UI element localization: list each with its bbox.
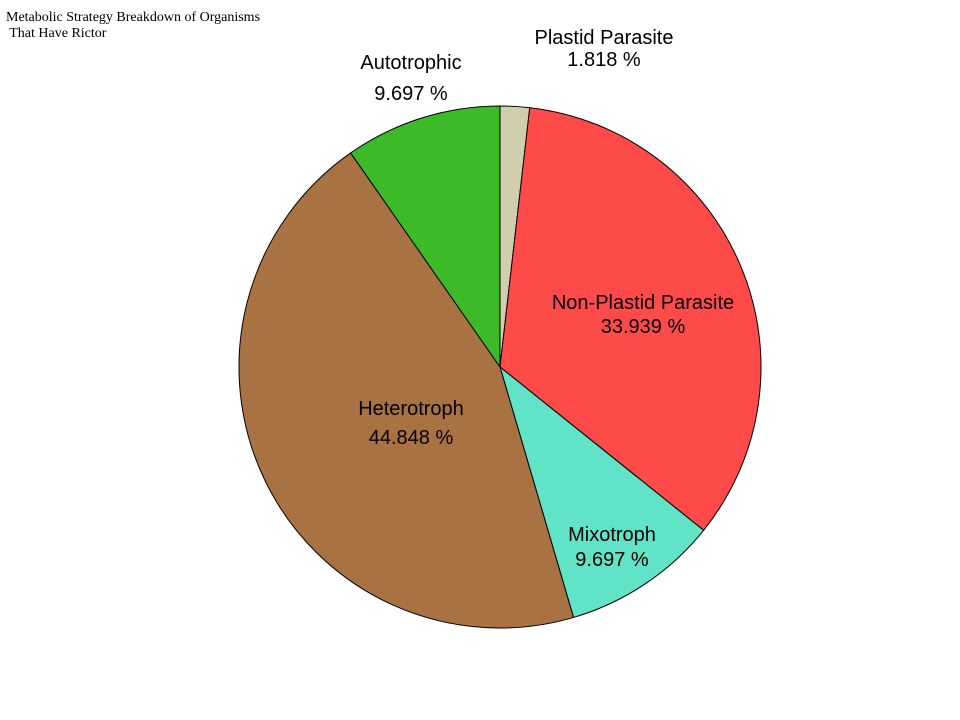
slice-label-non-plastid-parasite: Non-Plastid Parasite [552, 292, 734, 314]
slice-percent-mixotroph: 9.697 % [575, 549, 649, 571]
pie-slice-mixotroph [499, 366, 705, 618]
pie-slice-non-plastid-parasite [499, 107, 762, 531]
pie-slice-autotrophic [350, 105, 501, 368]
chart-title-line-1: Metabolic Strategy Breakdown of Organism… [6, 10, 261, 25]
slice-label-autotrophic: Autotrophic [360, 52, 461, 74]
chart-title-line-2: That Have Rictor [6, 26, 107, 41]
slice-label-mixotroph: Mixotroph [568, 524, 656, 546]
chart-title: Metabolic Strategy Breakdown of Organism… [6, 10, 260, 42]
pie-slices [238, 105, 762, 629]
slice-label-heterotroph: Heterotroph [358, 398, 464, 420]
pie-slice-heterotroph [238, 152, 575, 629]
slice-percent-plastid-parasite: 1.818 % [567, 49, 641, 71]
slice-label-plastid-parasite: Plastid Parasite [535, 27, 674, 49]
slice-percent-non-plastid-parasite: 33.939 % [601, 316, 686, 338]
slice-percent-heterotroph: 44.848 % [369, 427, 454, 449]
slice-percent-autotrophic: 9.697 % [374, 83, 448, 105]
